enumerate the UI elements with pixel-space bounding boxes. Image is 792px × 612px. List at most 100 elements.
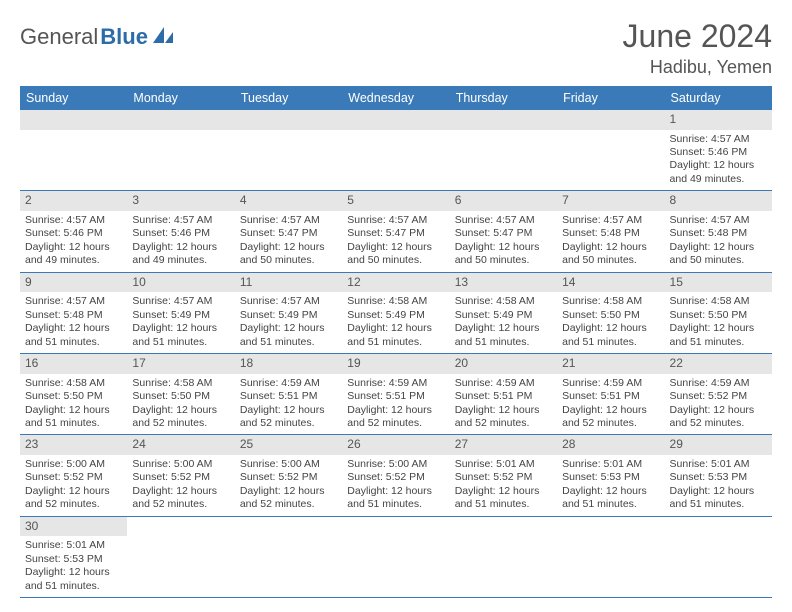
day-details: Sunrise: 5:01 AMSunset: 5:53 PMDaylight:… [20, 536, 127, 597]
day-detail-line: Sunset: 5:51 PM [347, 390, 444, 403]
day-detail-line: and 51 minutes. [455, 336, 552, 349]
calendar-day: 25Sunrise: 5:00 AMSunset: 5:52 PMDayligh… [235, 435, 342, 516]
day-detail-line: Sunset: 5:52 PM [347, 471, 444, 484]
day-detail-line: Daylight: 12 hours [25, 241, 122, 254]
day-number: 25 [235, 435, 342, 455]
day-detail-line: Sunrise: 4:57 AM [25, 214, 122, 227]
day-details: Sunrise: 5:00 AMSunset: 5:52 PMDaylight:… [342, 455, 449, 516]
calendar-day: 1Sunrise: 4:57 AMSunset: 5:46 PMDaylight… [665, 110, 772, 191]
day-detail-line: and 51 minutes. [670, 498, 767, 511]
day-detail-line: Sunset: 5:50 PM [25, 390, 122, 403]
day-detail-line: Sunset: 5:52 PM [240, 471, 337, 484]
day-detail-line: and 51 minutes. [562, 336, 659, 349]
brand-part1: General [20, 24, 98, 50]
day-number: 3 [127, 191, 234, 211]
calendar-empty [450, 516, 557, 597]
day-detail-line: Sunset: 5:52 PM [455, 471, 552, 484]
day-details: Sunrise: 4:59 AMSunset: 5:51 PMDaylight:… [450, 374, 557, 435]
day-detail-line: and 51 minutes. [562, 498, 659, 511]
day-details: Sunrise: 5:01 AMSunset: 5:53 PMDaylight:… [665, 455, 772, 516]
day-header-row: SundayMondayTuesdayWednesdayThursdayFrid… [20, 86, 772, 110]
calendar-week: 2Sunrise: 4:57 AMSunset: 5:46 PMDaylight… [20, 191, 772, 272]
day-detail-line: and 52 minutes. [240, 498, 337, 511]
calendar-table: SundayMondayTuesdayWednesdayThursdayFrid… [20, 86, 772, 598]
day-number: 13 [450, 273, 557, 293]
day-number: 15 [665, 273, 772, 293]
day-number: 11 [235, 273, 342, 293]
day-detail-line: Sunset: 5:49 PM [347, 309, 444, 322]
day-detail-line: Daylight: 12 hours [562, 485, 659, 498]
day-detail-line: Sunrise: 4:59 AM [347, 377, 444, 390]
day-details: Sunrise: 4:58 AMSunset: 5:50 PMDaylight:… [127, 374, 234, 435]
sail-icon [152, 24, 174, 50]
day-detail-line: Sunset: 5:50 PM [132, 390, 229, 403]
calendar-day: 14Sunrise: 4:58 AMSunset: 5:50 PMDayligh… [557, 272, 664, 353]
calendar-empty [127, 516, 234, 597]
calendar-day: 4Sunrise: 4:57 AMSunset: 5:47 PMDaylight… [235, 191, 342, 272]
day-detail-line: Daylight: 12 hours [25, 566, 122, 579]
day-detail-line: Sunrise: 4:59 AM [562, 377, 659, 390]
day-details: Sunrise: 5:01 AMSunset: 5:53 PMDaylight:… [557, 455, 664, 516]
day-number: 1 [665, 110, 772, 130]
day-detail-line: Sunset: 5:53 PM [562, 471, 659, 484]
day-number: 7 [557, 191, 664, 211]
day-details: Sunrise: 4:58 AMSunset: 5:50 PMDaylight:… [557, 292, 664, 353]
day-detail-line: Sunrise: 4:57 AM [347, 214, 444, 227]
day-detail-line: Daylight: 12 hours [670, 241, 767, 254]
calendar-day: 26Sunrise: 5:00 AMSunset: 5:52 PMDayligh… [342, 435, 449, 516]
day-detail-line: Sunrise: 4:57 AM [25, 295, 122, 308]
day-detail-line: Sunset: 5:49 PM [240, 309, 337, 322]
day-detail-line: Sunset: 5:47 PM [240, 227, 337, 240]
day-detail-line: Sunrise: 4:58 AM [25, 377, 122, 390]
calendar-day: 23Sunrise: 5:00 AMSunset: 5:52 PMDayligh… [20, 435, 127, 516]
day-detail-line: Daylight: 12 hours [240, 404, 337, 417]
day-number-empty [127, 110, 234, 130]
calendar-day: 20Sunrise: 4:59 AMSunset: 5:51 PMDayligh… [450, 354, 557, 435]
calendar-day: 27Sunrise: 5:01 AMSunset: 5:52 PMDayligh… [450, 435, 557, 516]
day-detail-line: Sunrise: 4:58 AM [347, 295, 444, 308]
calendar-empty [450, 110, 557, 191]
day-detail-line: and 52 minutes. [132, 498, 229, 511]
day-header: Wednesday [342, 86, 449, 110]
day-details: Sunrise: 4:57 AMSunset: 5:46 PMDaylight:… [127, 211, 234, 272]
day-detail-line: Sunset: 5:49 PM [132, 309, 229, 322]
day-details: Sunrise: 4:57 AMSunset: 5:46 PMDaylight:… [665, 130, 772, 191]
day-number: 8 [665, 191, 772, 211]
day-detail-line: Sunrise: 4:59 AM [240, 377, 337, 390]
day-detail-line: Daylight: 12 hours [562, 322, 659, 335]
calendar-week: 16Sunrise: 4:58 AMSunset: 5:50 PMDayligh… [20, 354, 772, 435]
day-details: Sunrise: 4:57 AMSunset: 5:49 PMDaylight:… [127, 292, 234, 353]
day-number: 24 [127, 435, 234, 455]
day-detail-line: Sunrise: 5:00 AM [132, 458, 229, 471]
day-header: Monday [127, 86, 234, 110]
day-detail-line: Sunrise: 4:58 AM [132, 377, 229, 390]
day-detail-line: Sunset: 5:47 PM [455, 227, 552, 240]
calendar-day: 30Sunrise: 5:01 AMSunset: 5:53 PMDayligh… [20, 516, 127, 597]
day-detail-line: Daylight: 12 hours [240, 322, 337, 335]
day-detail-line: and 51 minutes. [347, 498, 444, 511]
day-number: 19 [342, 354, 449, 374]
day-detail-line: and 50 minutes. [562, 254, 659, 267]
day-detail-line: Sunrise: 5:00 AM [240, 458, 337, 471]
day-detail-line: Sunrise: 4:57 AM [240, 295, 337, 308]
day-detail-line: Sunrise: 4:57 AM [670, 133, 767, 146]
day-detail-line: and 49 minutes. [25, 254, 122, 267]
day-detail-line: Sunset: 5:50 PM [562, 309, 659, 322]
day-detail-line: Sunset: 5:46 PM [132, 227, 229, 240]
calendar-empty [665, 516, 772, 597]
day-detail-line: and 52 minutes. [455, 417, 552, 430]
day-number: 18 [235, 354, 342, 374]
day-number: 29 [665, 435, 772, 455]
day-detail-line: Daylight: 12 hours [25, 322, 122, 335]
day-detail-line: Daylight: 12 hours [132, 322, 229, 335]
day-detail-line: Sunrise: 4:57 AM [455, 214, 552, 227]
calendar-day: 6Sunrise: 4:57 AMSunset: 5:47 PMDaylight… [450, 191, 557, 272]
day-header: Saturday [665, 86, 772, 110]
day-detail-line: Sunrise: 4:58 AM [562, 295, 659, 308]
day-detail-line: Daylight: 12 hours [240, 241, 337, 254]
title-block: June 2024 Hadibu, Yemen [623, 18, 772, 78]
day-number-empty [235, 110, 342, 130]
day-detail-line: and 52 minutes. [240, 417, 337, 430]
day-detail-line: and 50 minutes. [670, 254, 767, 267]
day-detail-line: and 50 minutes. [347, 254, 444, 267]
